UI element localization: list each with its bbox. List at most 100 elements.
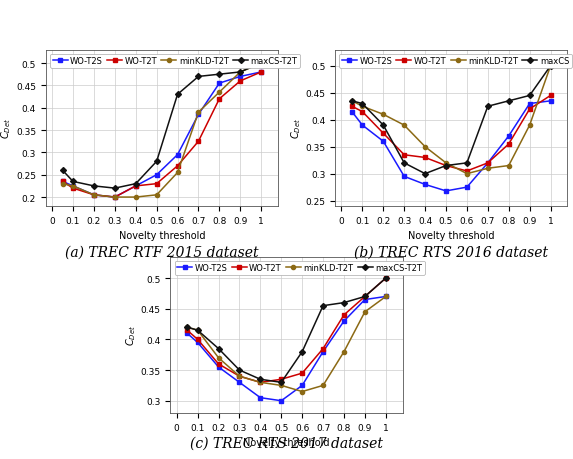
WO-T2T — [215, 361, 222, 367]
maxCS — [359, 101, 366, 107]
WO-T2S — [216, 81, 223, 87]
maxCS-T2T — [216, 72, 223, 78]
WO-T2T — [237, 79, 244, 84]
WO-T2T — [464, 169, 470, 174]
minKLD-T2T — [505, 163, 512, 169]
minKLD-T2T — [132, 195, 139, 201]
Line: WO-T2T: WO-T2T — [61, 71, 263, 200]
WO-T2T — [422, 155, 429, 161]
minKLD-T2T — [348, 99, 355, 104]
Line: maxCS: maxCS — [350, 65, 552, 176]
WO-T2T — [320, 346, 327, 352]
Text: (b) TREC RTS 2016 dataset: (b) TREC RTS 2016 dataset — [354, 246, 548, 259]
WO-T2S — [59, 179, 66, 185]
Line: WO-T2S: WO-T2S — [61, 71, 263, 200]
maxCS-T2T — [111, 186, 118, 191]
WO-T2T — [382, 276, 389, 281]
maxCS — [464, 161, 470, 166]
WO-T2T — [69, 186, 76, 191]
WO-T2T — [216, 97, 223, 102]
minKLD-T2T — [442, 161, 449, 166]
maxCS-T2T — [184, 325, 191, 330]
WO-T2T — [401, 153, 407, 158]
maxCS-T2T — [278, 380, 285, 385]
Legend: WO-T2S, WO-T2T, minKLD-T2T, maxCS-T2T: WO-T2S, WO-T2T, minKLD-T2T, maxCS-T2T — [50, 55, 300, 68]
maxCS — [505, 99, 512, 104]
WO-T2T — [348, 104, 355, 110]
minKLD-T2T — [237, 70, 244, 76]
maxCS — [442, 163, 449, 169]
WO-T2S — [111, 195, 118, 201]
minKLD-T2T — [362, 309, 368, 315]
WO-T2S — [69, 184, 76, 189]
minKLD-T2T — [111, 195, 118, 201]
maxCS — [484, 104, 491, 110]
WO-T2S — [359, 123, 366, 129]
WO-T2S — [380, 139, 387, 145]
WO-T2S — [464, 185, 470, 190]
WO-T2S — [422, 182, 429, 188]
Line: minKLD-T2T: minKLD-T2T — [185, 295, 388, 394]
maxCS — [547, 64, 554, 69]
WO-T2T — [526, 107, 533, 112]
Text: (a) TREC RTF 2015 dataset: (a) TREC RTF 2015 dataset — [65, 246, 258, 259]
WO-T2S — [547, 99, 554, 104]
maxCS — [422, 172, 429, 177]
maxCS-T2T — [59, 168, 66, 174]
minKLD-T2T — [547, 64, 554, 69]
minKLD-T2T — [464, 172, 470, 177]
maxCS-T2T — [362, 294, 368, 300]
Text: (c) TREC RTS 2017 dataset: (c) TREC RTS 2017 dataset — [190, 436, 383, 450]
Y-axis label: $C_{Det}$: $C_{Det}$ — [0, 118, 13, 139]
WO-T2T — [278, 377, 285, 382]
WO-T2S — [526, 101, 533, 107]
WO-T2S — [340, 319, 347, 324]
maxCS — [348, 99, 355, 104]
maxCS-T2T — [91, 184, 97, 189]
Line: WO-T2T: WO-T2T — [350, 94, 552, 174]
minKLD-T2T — [216, 90, 223, 95]
WO-T2T — [59, 179, 66, 185]
maxCS-T2T — [132, 181, 139, 187]
minKLD-T2T — [194, 328, 201, 333]
maxCS — [526, 94, 533, 99]
maxCS-T2T — [258, 61, 265, 67]
maxCS-T2T — [237, 70, 244, 76]
maxCS-T2T — [236, 368, 243, 373]
WO-T2T — [91, 193, 97, 198]
WO-T2S — [278, 398, 285, 403]
minKLD-T2T — [215, 355, 222, 361]
maxCS-T2T — [340, 300, 347, 306]
WO-T2S — [484, 161, 491, 166]
minKLD-T2T — [195, 110, 202, 116]
Line: maxCS-T2T: maxCS-T2T — [61, 62, 263, 191]
WO-T2S — [258, 70, 265, 76]
minKLD-T2T — [278, 383, 285, 388]
WO-T2S — [194, 340, 201, 346]
WO-T2S — [362, 297, 368, 302]
minKLD-T2T — [91, 193, 97, 198]
WO-T2T — [132, 184, 139, 189]
minKLD-T2T — [257, 380, 264, 385]
Line: WO-T2T: WO-T2T — [185, 276, 388, 385]
WO-T2T — [359, 110, 366, 115]
WO-T2T — [505, 142, 512, 147]
minKLD-T2T — [401, 123, 407, 129]
X-axis label: Novelty threshold: Novelty threshold — [408, 231, 494, 241]
minKLD-T2T — [236, 374, 243, 379]
WO-T2S — [442, 189, 449, 194]
minKLD-T2T — [484, 166, 491, 172]
WO-T2S — [237, 74, 244, 80]
WO-T2T — [184, 328, 191, 333]
WO-T2S — [236, 380, 243, 385]
minKLD-T2T — [320, 383, 327, 388]
minKLD-T2T — [526, 123, 533, 129]
WO-T2S — [257, 395, 264, 401]
maxCS — [380, 123, 387, 129]
Y-axis label: $C_{Det}$: $C_{Det}$ — [124, 325, 138, 346]
WO-T2T — [484, 161, 491, 166]
maxCS-T2T — [320, 303, 327, 309]
WO-T2T — [236, 374, 243, 379]
WO-T2T — [174, 164, 181, 169]
WO-T2T — [547, 94, 554, 99]
